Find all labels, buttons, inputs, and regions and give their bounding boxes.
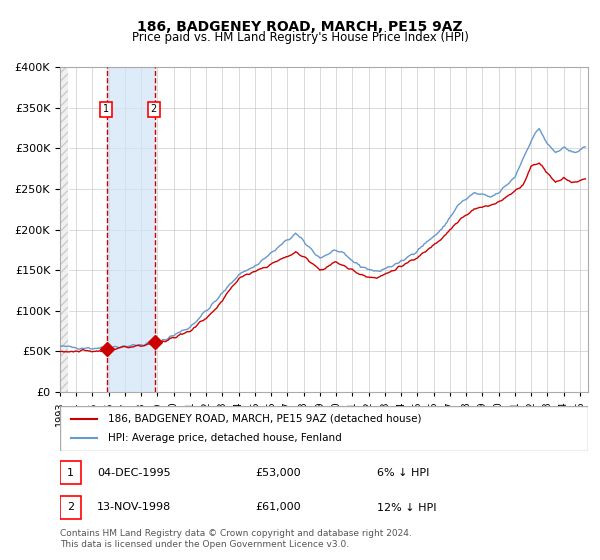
Bar [60, 67, 68, 392]
Text: £61,000: £61,000 [256, 502, 301, 512]
FancyBboxPatch shape [60, 496, 81, 519]
Text: 2: 2 [67, 502, 74, 512]
Text: Contains HM Land Registry data © Crown copyright and database right 2024.
This d: Contains HM Land Registry data © Crown c… [60, 529, 412, 549]
Text: £53,000: £53,000 [256, 468, 301, 478]
Text: HPI: Average price, detached house, Fenland: HPI: Average price, detached house, Fenl… [107, 433, 341, 444]
FancyBboxPatch shape [60, 461, 81, 484]
Text: 186, BADGENEY ROAD, MARCH, PE15 9AZ: 186, BADGENEY ROAD, MARCH, PE15 9AZ [137, 20, 463, 34]
Text: 13-NOV-1998: 13-NOV-1998 [97, 502, 171, 512]
Bar [60, 67, 68, 392]
Text: 1: 1 [103, 104, 109, 114]
Text: 6% ↓ HPI: 6% ↓ HPI [377, 468, 429, 478]
Text: 04-DEC-1995: 04-DEC-1995 [97, 468, 170, 478]
FancyBboxPatch shape [60, 406, 588, 451]
Text: 12% ↓ HPI: 12% ↓ HPI [377, 502, 436, 512]
Text: 2: 2 [151, 104, 157, 114]
Text: Price paid vs. HM Land Registry's House Price Index (HPI): Price paid vs. HM Land Registry's House … [131, 31, 469, 44]
Text: 186, BADGENEY ROAD, MARCH, PE15 9AZ (detached house): 186, BADGENEY ROAD, MARCH, PE15 9AZ (det… [107, 413, 421, 423]
Text: 1: 1 [67, 468, 74, 478]
Bar [107, 67, 155, 392]
